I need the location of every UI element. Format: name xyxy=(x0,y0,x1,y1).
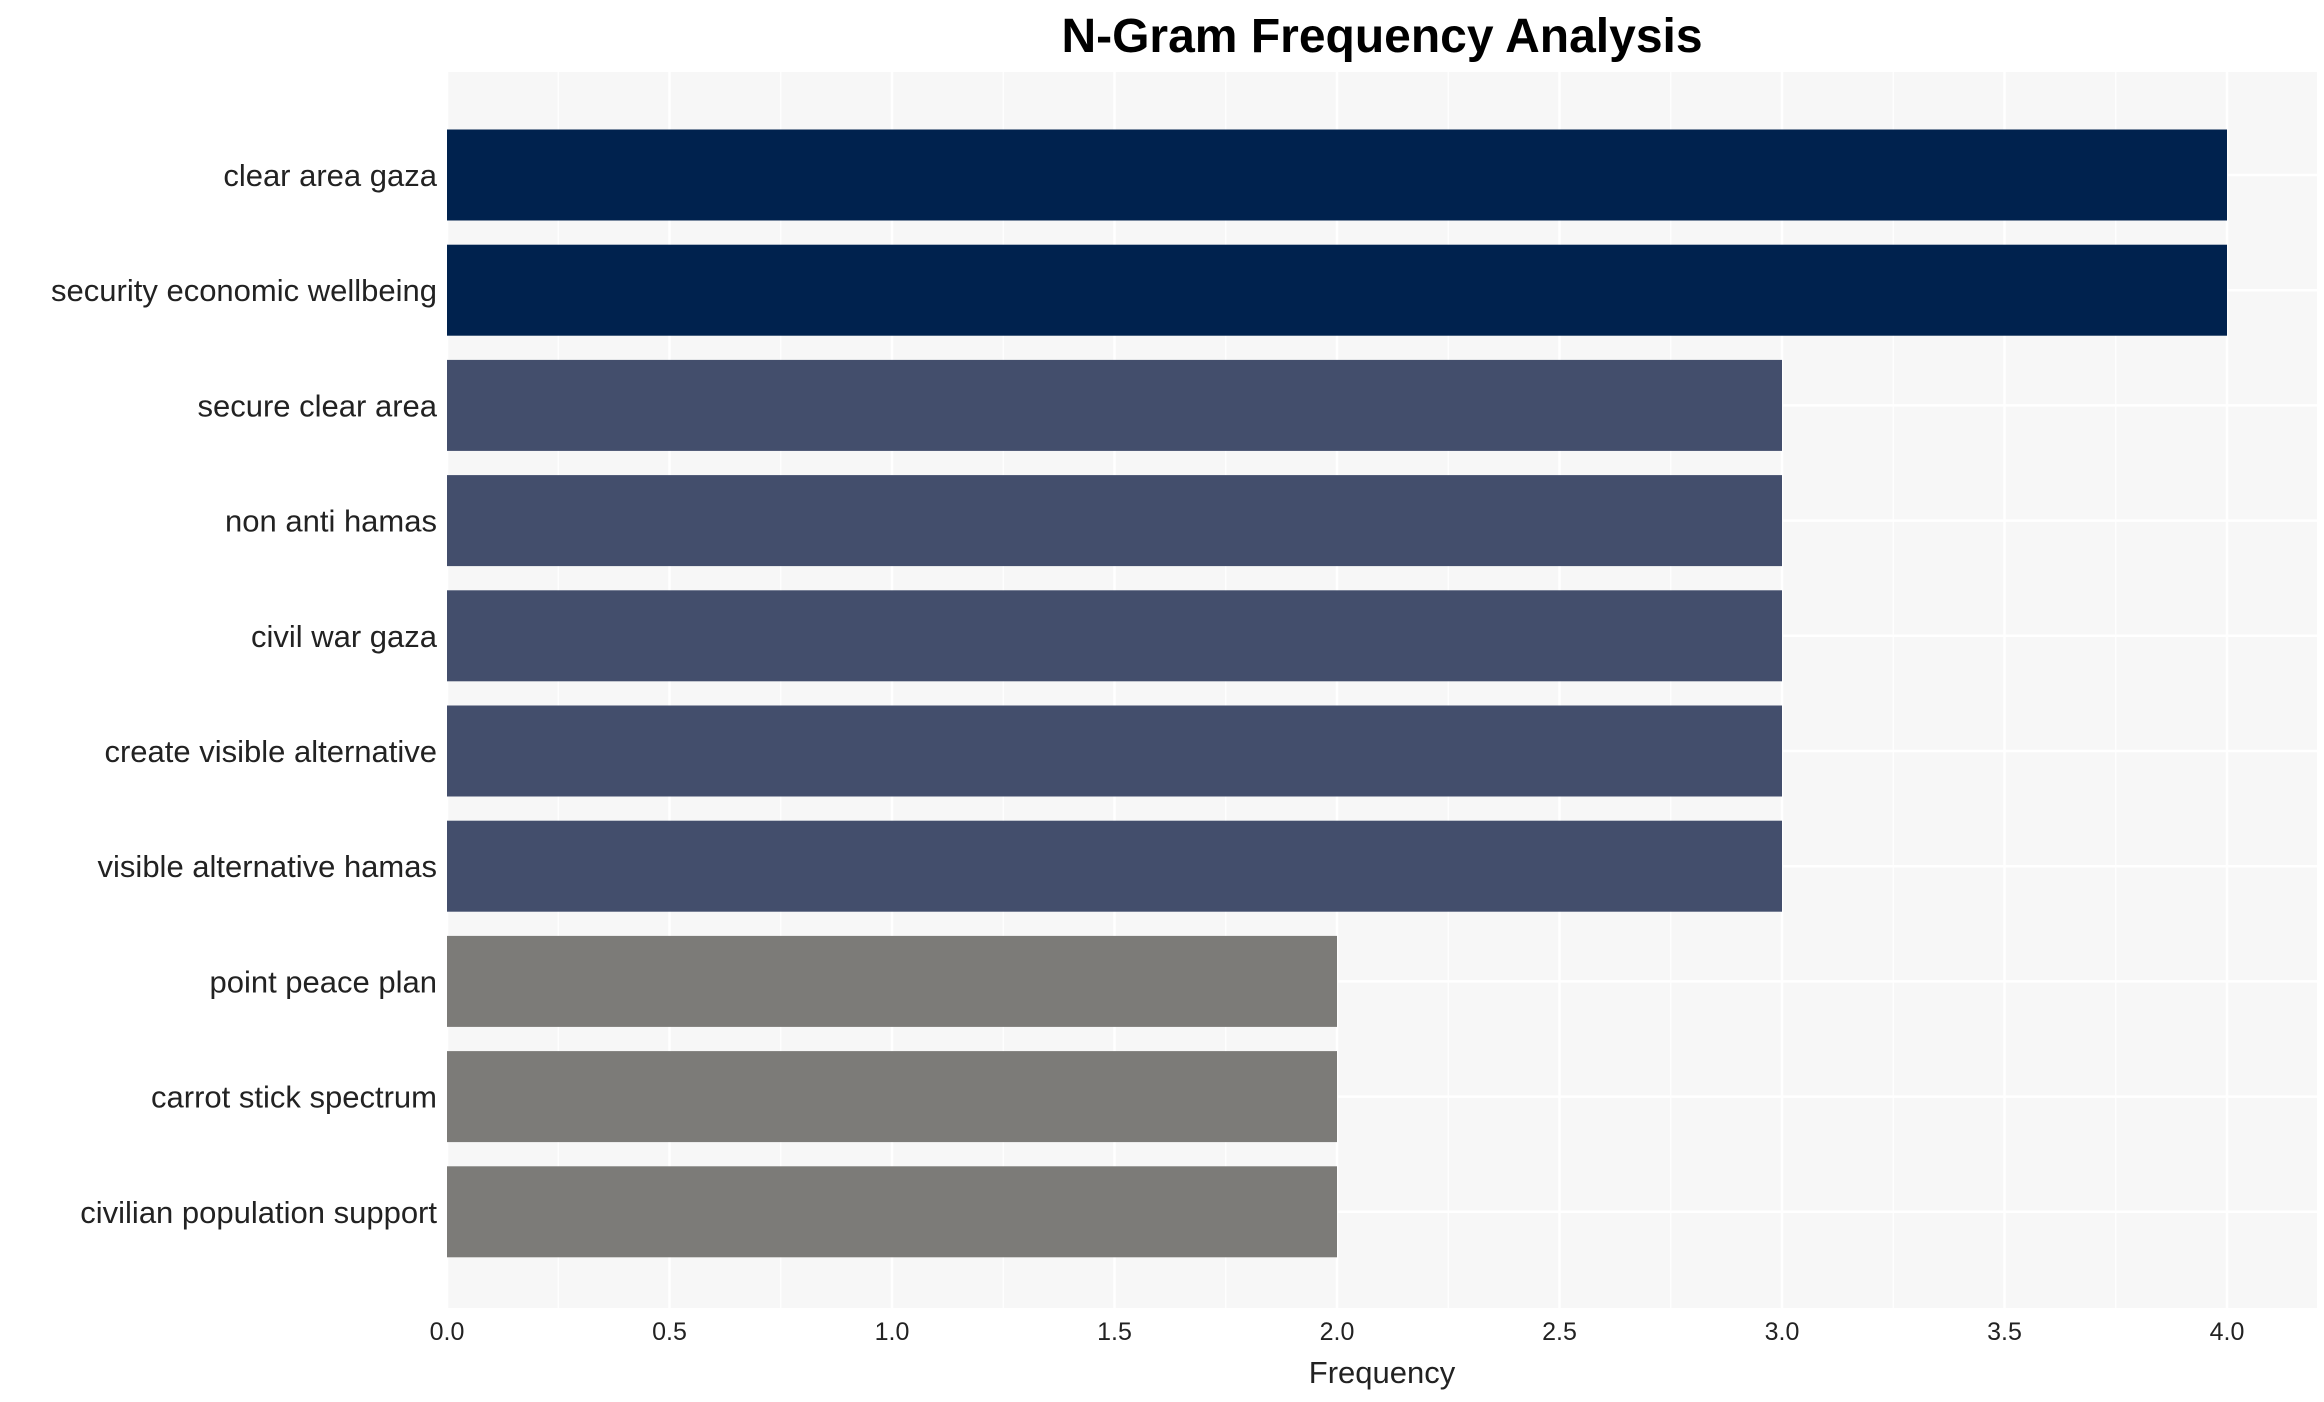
y-tick-label: point peace plan xyxy=(209,964,437,999)
bar xyxy=(447,590,1782,682)
bar xyxy=(447,1166,1337,1258)
x-tick-label: 3.0 xyxy=(1765,1318,1800,1346)
y-tick-label: visible alternative hamas xyxy=(98,849,437,884)
bar xyxy=(447,820,1782,912)
x-tick-label: 4.0 xyxy=(2210,1318,2245,1346)
x-tick-label: 1.5 xyxy=(1097,1318,1132,1346)
bars xyxy=(447,129,2227,1258)
y-tick-labels: clear area gaza security economic wellbei… xyxy=(51,158,438,1230)
y-tick-label: civilian population support xyxy=(80,1195,437,1230)
x-tick-label: 0.5 xyxy=(652,1318,687,1346)
bar xyxy=(447,1051,1337,1143)
y-tick-label: secure clear area xyxy=(197,388,437,423)
bar xyxy=(447,705,1782,797)
x-tick-label: 2.5 xyxy=(1542,1318,1577,1346)
y-tick-label: civil war gaza xyxy=(251,619,438,654)
x-tick-label: 1.0 xyxy=(875,1318,910,1346)
x-tick-label: 2.0 xyxy=(1320,1318,1355,1346)
y-tick-label: non anti hamas xyxy=(225,504,437,539)
bar xyxy=(447,129,2227,221)
x-axis-label: Frequency xyxy=(1309,1355,1456,1390)
bar xyxy=(447,244,2227,336)
x-tick-label: 0.0 xyxy=(430,1318,465,1346)
y-tick-label: carrot stick spectrum xyxy=(151,1080,437,1115)
y-tick-label: create visible alternative xyxy=(104,734,437,769)
bar xyxy=(447,475,1782,567)
bar xyxy=(447,935,1337,1027)
x-tick-labels: 0.0 0.5 1.0 1.5 2.0 2.5 3.0 3.5 4.0 xyxy=(430,1318,2245,1346)
chart-title: N-Gram Frequency Analysis xyxy=(1061,10,1702,63)
y-tick-label: clear area gaza xyxy=(223,158,437,193)
x-tick-label: 3.5 xyxy=(1987,1318,2022,1346)
y-tick-label: security economic wellbeing xyxy=(51,273,437,308)
bar xyxy=(447,359,1782,451)
